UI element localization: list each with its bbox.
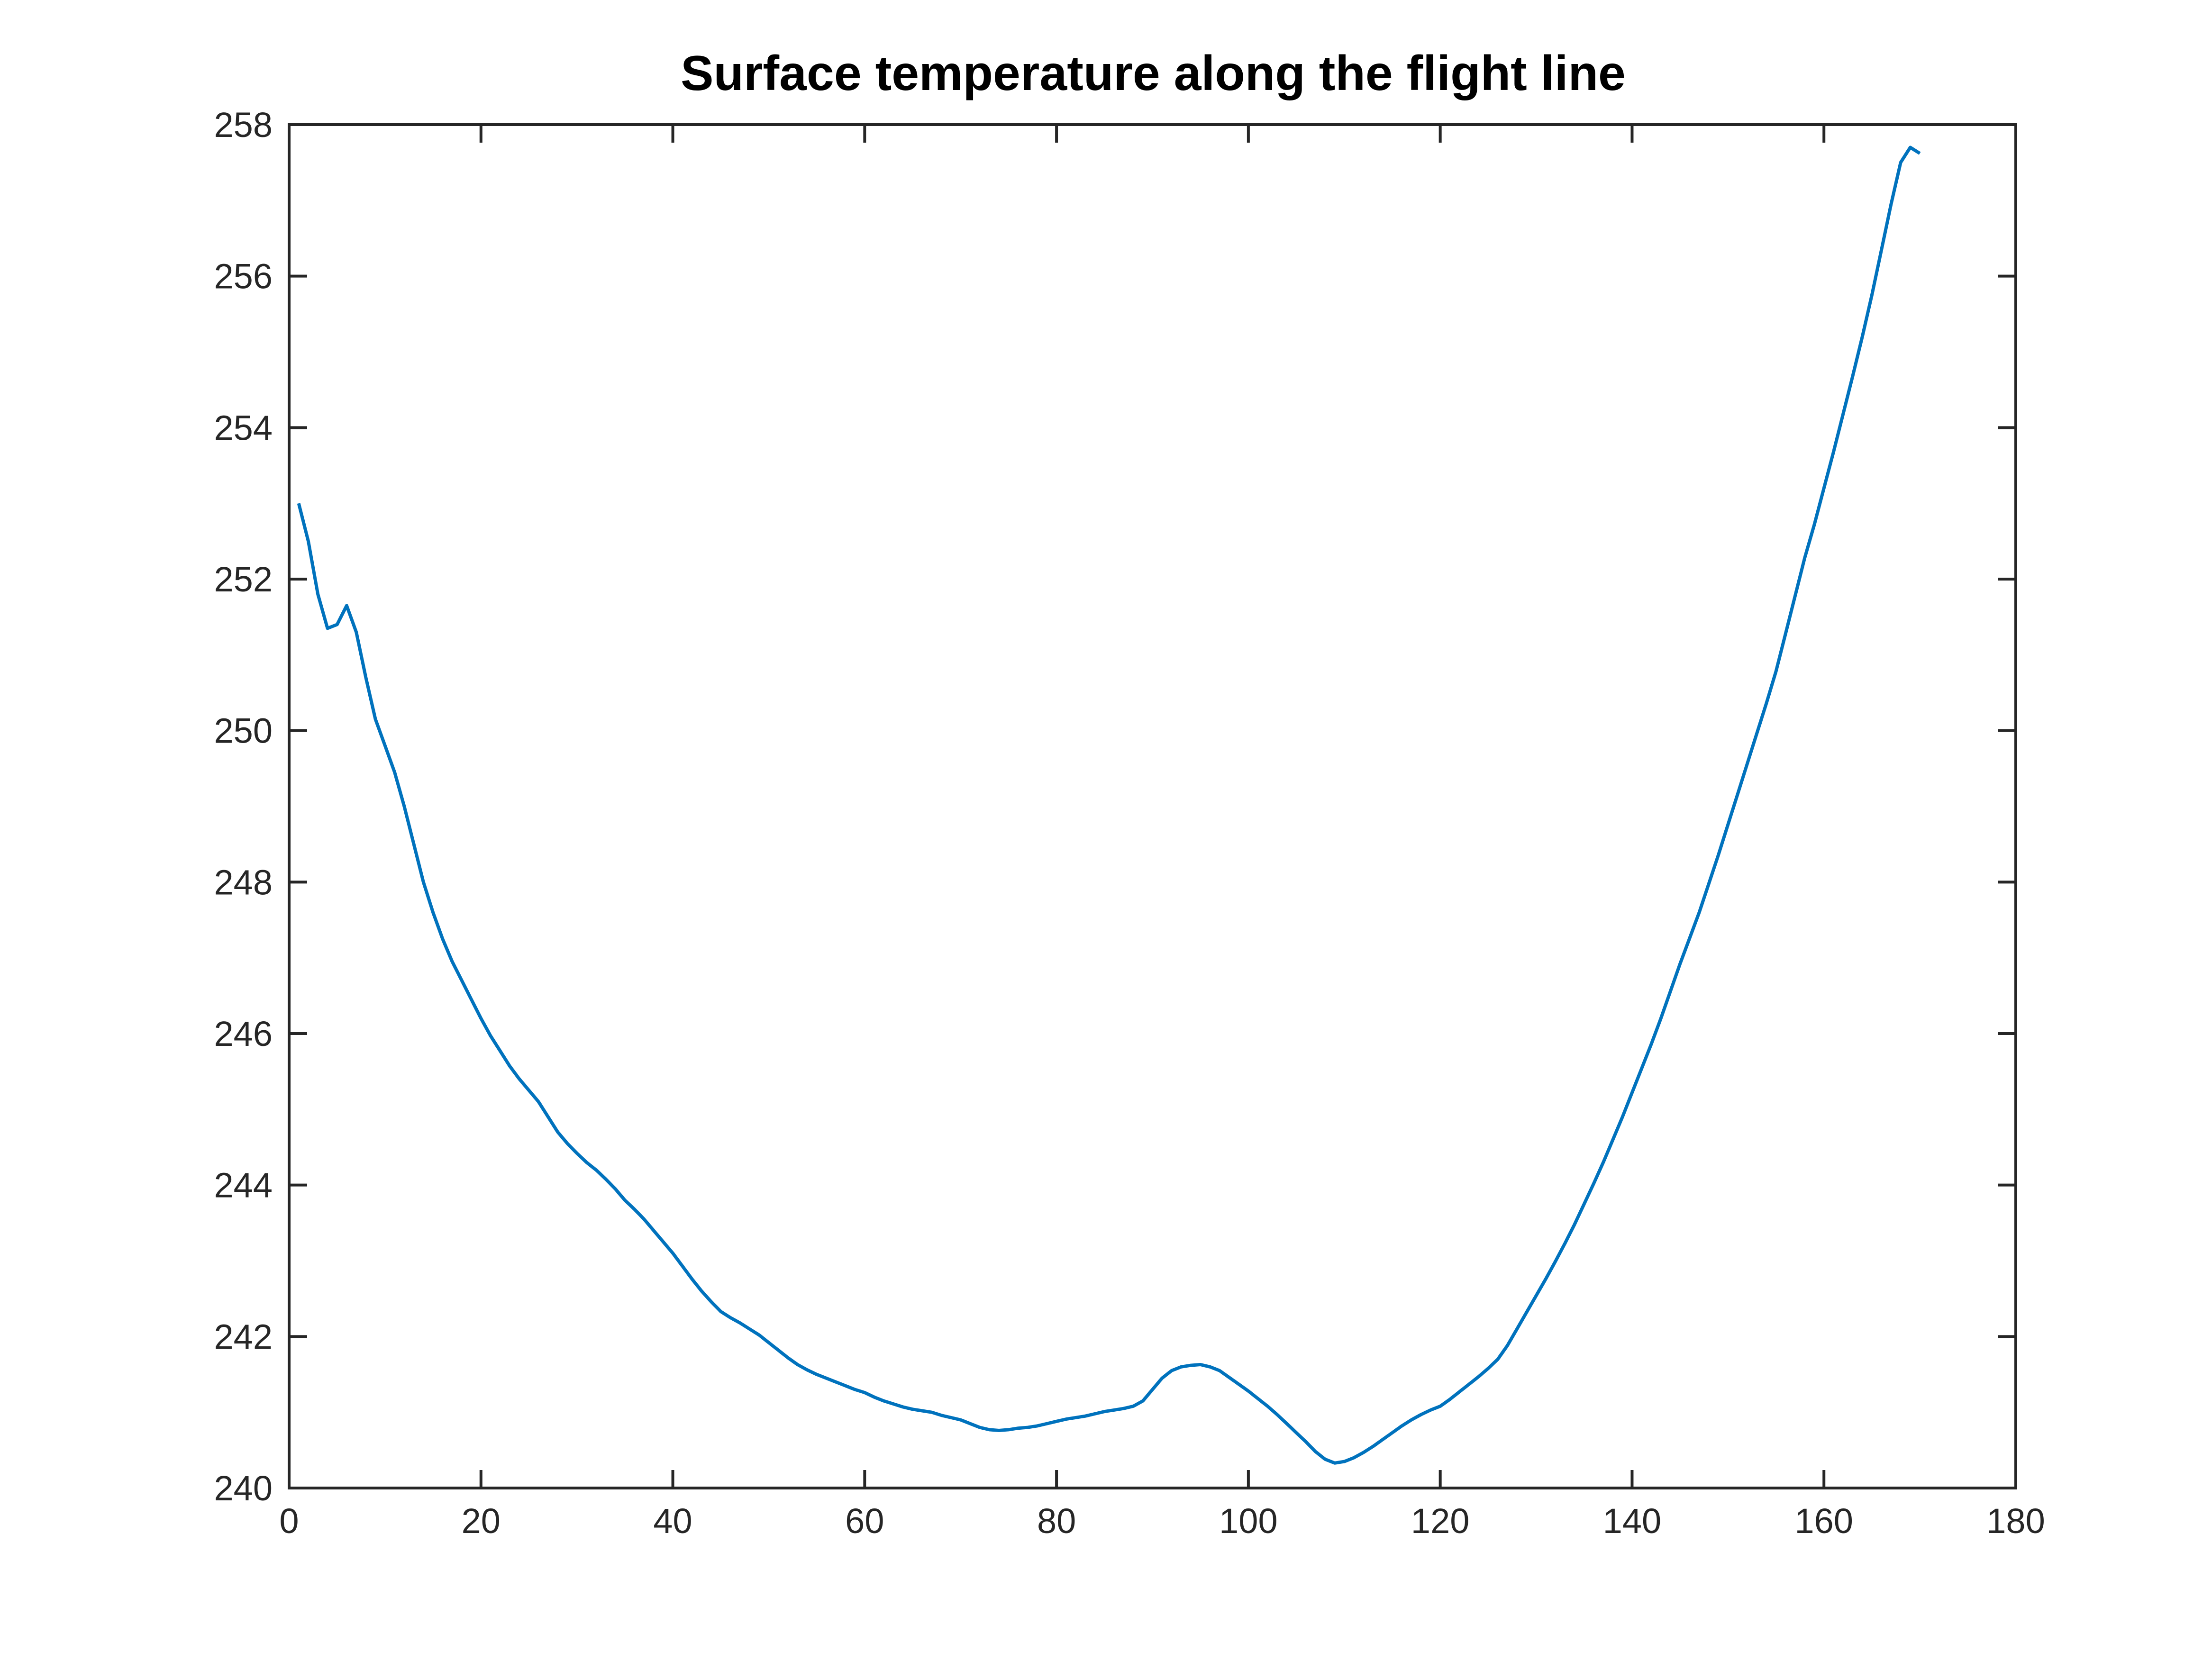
x-tick-label: 160 [1794, 1501, 1853, 1541]
y-tick-label: 254 [214, 408, 273, 447]
x-tick-label: 60 [845, 1501, 884, 1541]
x-tick-label: 80 [1037, 1501, 1076, 1541]
y-tick-label: 246 [214, 1014, 273, 1053]
y-tick-label: 248 [214, 862, 273, 902]
y-tick-label: 242 [214, 1317, 273, 1356]
y-tick-label: 256 [214, 257, 273, 296]
plot-frame [288, 123, 2017, 1489]
chart-title: Surface temperature along the flight lin… [681, 46, 1626, 101]
series-line-1 [297, 145, 1921, 1465]
y-tick-label: 252 [214, 560, 273, 599]
x-tick-label: 120 [1411, 1501, 1469, 1541]
y-tick-label: 258 [214, 105, 273, 145]
x-tick-label: 0 [279, 1501, 299, 1541]
x-tick-label: 100 [1219, 1501, 1277, 1541]
y-tick-label: 240 [214, 1469, 273, 1508]
x-tick-label: 180 [1986, 1501, 2045, 1541]
x-tick-label: 40 [653, 1501, 692, 1541]
x-tick-label: 20 [462, 1501, 501, 1541]
y-tick-label: 244 [214, 1166, 273, 1205]
y-tick-label: 250 [214, 711, 273, 751]
axes: 0 20 40 60 80 100 120 140 160 180 240 242 244 246 248 2… [214, 105, 2045, 1541]
series-layer [297, 145, 1921, 1465]
x-tick-label: 140 [1603, 1501, 1661, 1541]
